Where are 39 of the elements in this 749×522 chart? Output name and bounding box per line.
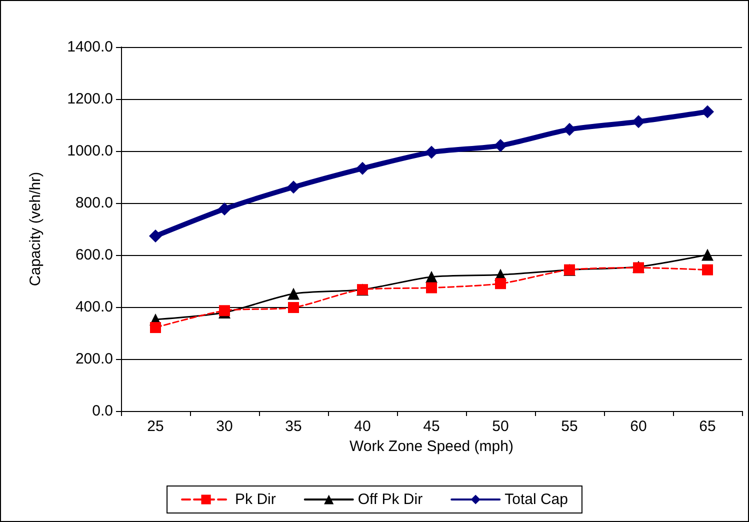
point [218,202,231,216]
point [425,146,438,159]
point [150,322,161,334]
legend-label: Pk Dir [235,491,276,508]
point [563,122,576,136]
x-tick-label: 50 [492,418,509,435]
y-tick-label: 400.0 [75,298,113,316]
point [288,288,300,300]
x-tick-label: 40 [354,418,371,435]
y-tick-label: 1000.0 [67,142,113,160]
point [701,105,714,118]
x-tick-label: 30 [216,418,233,435]
x-tick-label: 25 [147,418,164,435]
y-tick-label: 1200.0 [67,90,113,108]
point [494,139,507,152]
point [495,278,506,290]
point [287,180,300,194]
point [288,302,299,314]
point [702,248,714,261]
x-tick-label: 60 [630,418,647,435]
y-tick-label: 200.0 [75,350,113,368]
point [356,162,369,175]
y-tick-label: 800.0 [75,194,113,212]
x-tick-label: 45 [423,418,440,435]
point [426,282,437,294]
x-tick-label: 65 [699,418,716,435]
point [149,230,162,243]
y-tick-label: 0.0 [92,402,113,420]
x-tick-label: 55 [561,418,578,435]
point [702,264,713,276]
y-tick-label: 600.0 [75,246,113,264]
y-tick-label: 1400.0 [67,38,113,56]
point [632,115,645,128]
point [426,270,438,283]
x-axis-title: Work Zone Speed (mph) [350,438,514,455]
legend-label: Off Pk Dir [358,491,423,508]
x-tick-label: 35 [285,418,302,435]
legend-label: Total Cap [504,491,568,508]
y-axis-title: Capacity (veh/hr) [27,172,44,286]
